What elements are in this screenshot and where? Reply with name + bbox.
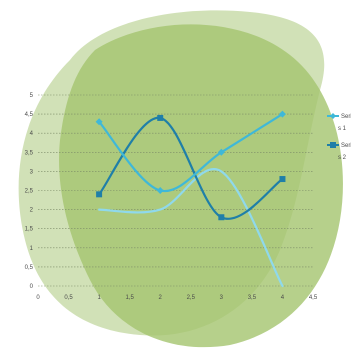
y-tick-label: 4,5	[25, 112, 34, 118]
series-line-3	[98, 168, 284, 288]
legend-label: s 2	[338, 155, 347, 161]
y-tick-label: 3	[30, 169, 34, 175]
x-tick-label: 3	[220, 295, 224, 301]
series-2-point	[218, 214, 225, 221]
legend-marker	[330, 142, 336, 148]
legend-label: Serie	[341, 114, 351, 120]
legend-label: Serie	[341, 143, 351, 149]
y-tick-label: 0	[30, 284, 34, 290]
y-tick-label: 2,5	[25, 189, 34, 195]
x-axis-ticks: 0 0,5 1 1,5 2 2,5 3 3,5 4 4,5	[36, 295, 318, 301]
x-tick-label: 4,5	[309, 295, 318, 301]
x-tick-label: 0,5	[64, 295, 73, 301]
series-line-1	[98, 113, 284, 193]
series-lines	[98, 113, 284, 288]
legend-marker	[330, 113, 336, 119]
legend-label: s 1	[338, 126, 347, 132]
series-1-point	[217, 148, 225, 156]
x-tick-label: 3,5	[248, 295, 257, 301]
series-1-point	[278, 110, 286, 118]
grid	[38, 94, 313, 287]
series-1-point	[95, 118, 103, 126]
series-1-point	[156, 187, 164, 194]
x-tick-label: 2,5	[187, 295, 196, 301]
series-2-point	[279, 176, 286, 183]
legend: Serie s 1 Serie s 2	[327, 113, 351, 161]
y-tick-label: 0,5	[25, 265, 34, 271]
y-tick-label: 3,5	[25, 150, 34, 156]
y-tick-label: 4	[30, 131, 34, 137]
x-tick-label: 0	[36, 295, 40, 301]
x-tick-label: 2	[159, 295, 163, 301]
x-tick-label: 1,5	[125, 295, 134, 301]
series-2-point	[96, 191, 103, 198]
y-tick-label: 1,5	[25, 227, 34, 233]
y-tick-label: 5	[30, 93, 34, 99]
x-tick-label: 1	[97, 295, 101, 301]
series-line-2	[98, 116, 284, 220]
y-tick-label: 1	[30, 246, 34, 252]
series-markers	[95, 110, 286, 221]
y-axis-ticks: 0 0,5 1 1,5 2 2,5 3 3,5 4 4,5 5	[25, 93, 34, 290]
series-2-point	[157, 114, 164, 121]
x-tick-label: 4	[281, 295, 285, 301]
y-tick-label: 2	[30, 208, 34, 214]
